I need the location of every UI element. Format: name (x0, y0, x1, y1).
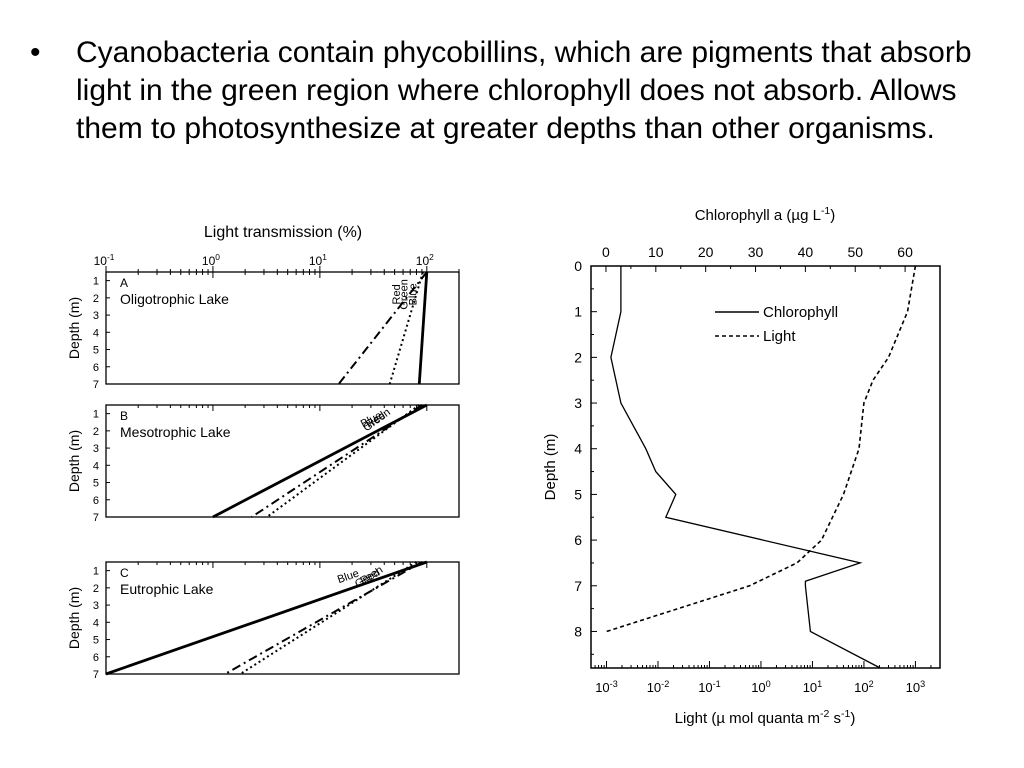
series-line-red (337, 271, 428, 385)
bullet-symbol: • (30, 36, 41, 69)
series-label-red: Red (391, 284, 403, 304)
plot-frame (590, 265, 941, 669)
top-tick-label: 50 (847, 244, 863, 260)
panel-letter: A (120, 276, 128, 290)
y-tick-label: 6 (93, 652, 99, 664)
y-tick-label: 1 (93, 276, 99, 288)
y-tick-label: 4 (93, 617, 99, 629)
y-tick-label: 1 (93, 409, 99, 421)
y-tick-label: 4 (93, 327, 99, 339)
y-tick-label: 5 (93, 635, 99, 647)
bottom-tick-label: 10-2 (647, 679, 670, 695)
panel-name: Eutrophic Lake (120, 581, 214, 597)
panel-name: Oligotrophic Lake (120, 291, 229, 307)
y-tick-label: 3 (574, 395, 582, 411)
y-tick-label: 1 (574, 304, 582, 320)
y-axis-label: Depth (m) (66, 430, 82, 492)
bottom-tick-label: 103 (906, 679, 926, 695)
panel-letter: B (120, 409, 128, 423)
series-line-green (266, 404, 420, 518)
y-tick-label: 1 (93, 566, 99, 578)
top-tick-label: 60 (897, 244, 913, 260)
y-tick-label: 7 (93, 379, 99, 391)
y-tick-label: 7 (93, 669, 99, 681)
y-axis-label: Depth (m) (66, 587, 82, 649)
light-transmission-chart: Light transmission (%) 10-1 100 101 102 1 2 3 4 5… (66, 224, 460, 681)
panel-frame (105, 271, 460, 385)
y-tick-label: 5 (574, 486, 582, 502)
y-tick-label: 3 (93, 600, 99, 612)
series-line-blue (105, 560, 428, 676)
series-label-blue: Blue (407, 283, 419, 305)
bottom-tick-label: 102 (854, 679, 874, 695)
series-line-blue (417, 271, 429, 385)
y-tick-label: 8 (574, 623, 582, 639)
y-tick-label: 2 (93, 293, 99, 305)
top-tick-label: 20 (698, 244, 714, 260)
y-tick-label: 7 (93, 512, 99, 524)
y-tick-label: 6 (93, 362, 99, 374)
panel-letter: C (120, 566, 129, 580)
y-tick-label: 2 (574, 349, 582, 365)
y-tick-label: 3 (93, 310, 99, 322)
top-tick-label: 10 (648, 244, 664, 260)
x-tick-label: 101 (309, 252, 327, 268)
y-axis-label: Depth (m) (66, 297, 82, 359)
panel-frame (105, 561, 460, 675)
y-tick-label: 3 (93, 443, 99, 455)
y-tick-label: 4 (574, 441, 582, 457)
series-line-red (224, 561, 423, 675)
legend-label-light: Light (763, 328, 796, 345)
top-tick-label: 30 (748, 244, 764, 260)
top-tick-label: 40 (798, 244, 814, 260)
bottom-tick-label: 10-3 (595, 679, 618, 695)
bottom-tick-label: 101 (803, 679, 823, 695)
y-tick-label: 5 (93, 345, 99, 357)
y-tick-label: 4 (93, 460, 99, 472)
top-tick-label: 0 (602, 244, 610, 260)
y-tick-label: 0 (574, 258, 582, 274)
legend-label-chlorophyll: Chlorophyll (763, 304, 838, 321)
y-axis-label: Depth (m) (542, 434, 559, 501)
y-tick-label: 6 (93, 495, 99, 507)
y-tick-label: 5 (93, 478, 99, 490)
series-line-chlorophyll (610, 266, 881, 669)
series-line-blue (212, 403, 428, 519)
x-tick-label: 10-1 (94, 252, 115, 268)
series-label-green: Green (398, 279, 410, 310)
bottom-tick-label: 10-1 (698, 679, 721, 695)
bullet-text: Cyanobacteria contain phycobillins, whic… (76, 36, 972, 145)
y-tick-label: 7 (574, 578, 582, 594)
y-tick-label: 2 (93, 583, 99, 595)
bottom-axis-label: Light (µ mol quanta m-2 s-1) (675, 708, 856, 727)
series-line-light (606, 265, 917, 633)
chart-title: Light transmission (%) (204, 224, 362, 241)
y-tick-label: 6 (574, 532, 582, 548)
panel-frame (105, 404, 460, 518)
bottom-tick-label: 100 (751, 679, 771, 695)
x-tick-label: 102 (416, 252, 434, 268)
panel-name: Mesotrophic Lake (120, 424, 231, 440)
top-axis-label: Chlorophyll a (µg L-1) (695, 205, 836, 224)
x-tick-label: 100 (202, 252, 220, 268)
y-tick-label: 2 (93, 426, 99, 438)
